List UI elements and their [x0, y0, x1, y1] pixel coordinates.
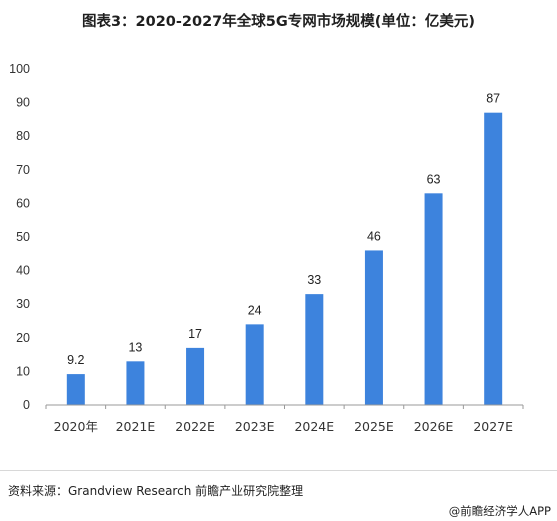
chart-title: 图表3：2020-2027年全球5G专网市场规模(单位：亿美元) — [81, 14, 476, 30]
x-tick-label: 2020年 — [54, 419, 98, 434]
bar — [66, 374, 85, 405]
y-tick-label: 60 — [16, 196, 30, 210]
data-label: 33 — [307, 273, 321, 287]
y-tick-label: 30 — [16, 297, 30, 311]
y-tick-label: 70 — [16, 163, 30, 177]
bar — [186, 347, 205, 405]
y-tick-label: 80 — [16, 129, 30, 143]
data-label: 17 — [188, 327, 202, 341]
data-label: 63 — [427, 172, 441, 186]
data-labels: 9.2 13 17 24 33 46 63 87 — [67, 92, 500, 367]
y-tick-label: 0 — [23, 398, 30, 412]
bar — [484, 112, 503, 406]
x-tick-label: 2022E — [175, 419, 215, 434]
footer-divider — [0, 470, 557, 471]
data-label: 24 — [248, 303, 262, 317]
bar — [424, 193, 443, 405]
data-label: 13 — [128, 340, 142, 354]
y-tick-label: 40 — [16, 264, 30, 278]
data-label: 46 — [367, 229, 381, 243]
brand-credit: @前瞻经济学人APP — [448, 504, 551, 518]
bars — [66, 112, 503, 406]
x-tick-label: 2023E — [235, 419, 275, 434]
bar — [305, 294, 324, 405]
data-label: 9.2 — [67, 353, 84, 367]
bar — [126, 361, 145, 405]
bar — [245, 324, 264, 405]
y-axis-ticks: 0 10 20 30 40 50 60 70 80 90 100 — [9, 62, 30, 412]
y-tick-label: 10 — [16, 364, 30, 378]
x-tick-label: 2027E — [473, 419, 513, 434]
x-tick-label: 2024E — [294, 419, 334, 434]
bar — [364, 250, 383, 405]
y-tick-label: 20 — [16, 331, 30, 345]
data-label: 87 — [486, 92, 500, 106]
y-tick-label: 100 — [9, 62, 30, 76]
x-tick-label: 2021E — [116, 419, 156, 434]
y-tick-label: 50 — [16, 230, 30, 244]
x-tick-label: 2025E — [354, 419, 394, 434]
y-tick-label: 90 — [16, 96, 30, 110]
x-tick-label: 2026E — [414, 419, 454, 434]
bar-chart: 0 10 20 30 40 50 60 70 80 90 100 9.2 13 17 24 33 46 63 87… — [9, 62, 524, 434]
source-note: 资料来源：Grandview Research 前瞻产业研究院整理 — [8, 484, 304, 498]
x-axis-ticks: 2020年 2021E 2022E 2023E 2024E 2025E 2026E 2027E — [45, 405, 524, 434]
